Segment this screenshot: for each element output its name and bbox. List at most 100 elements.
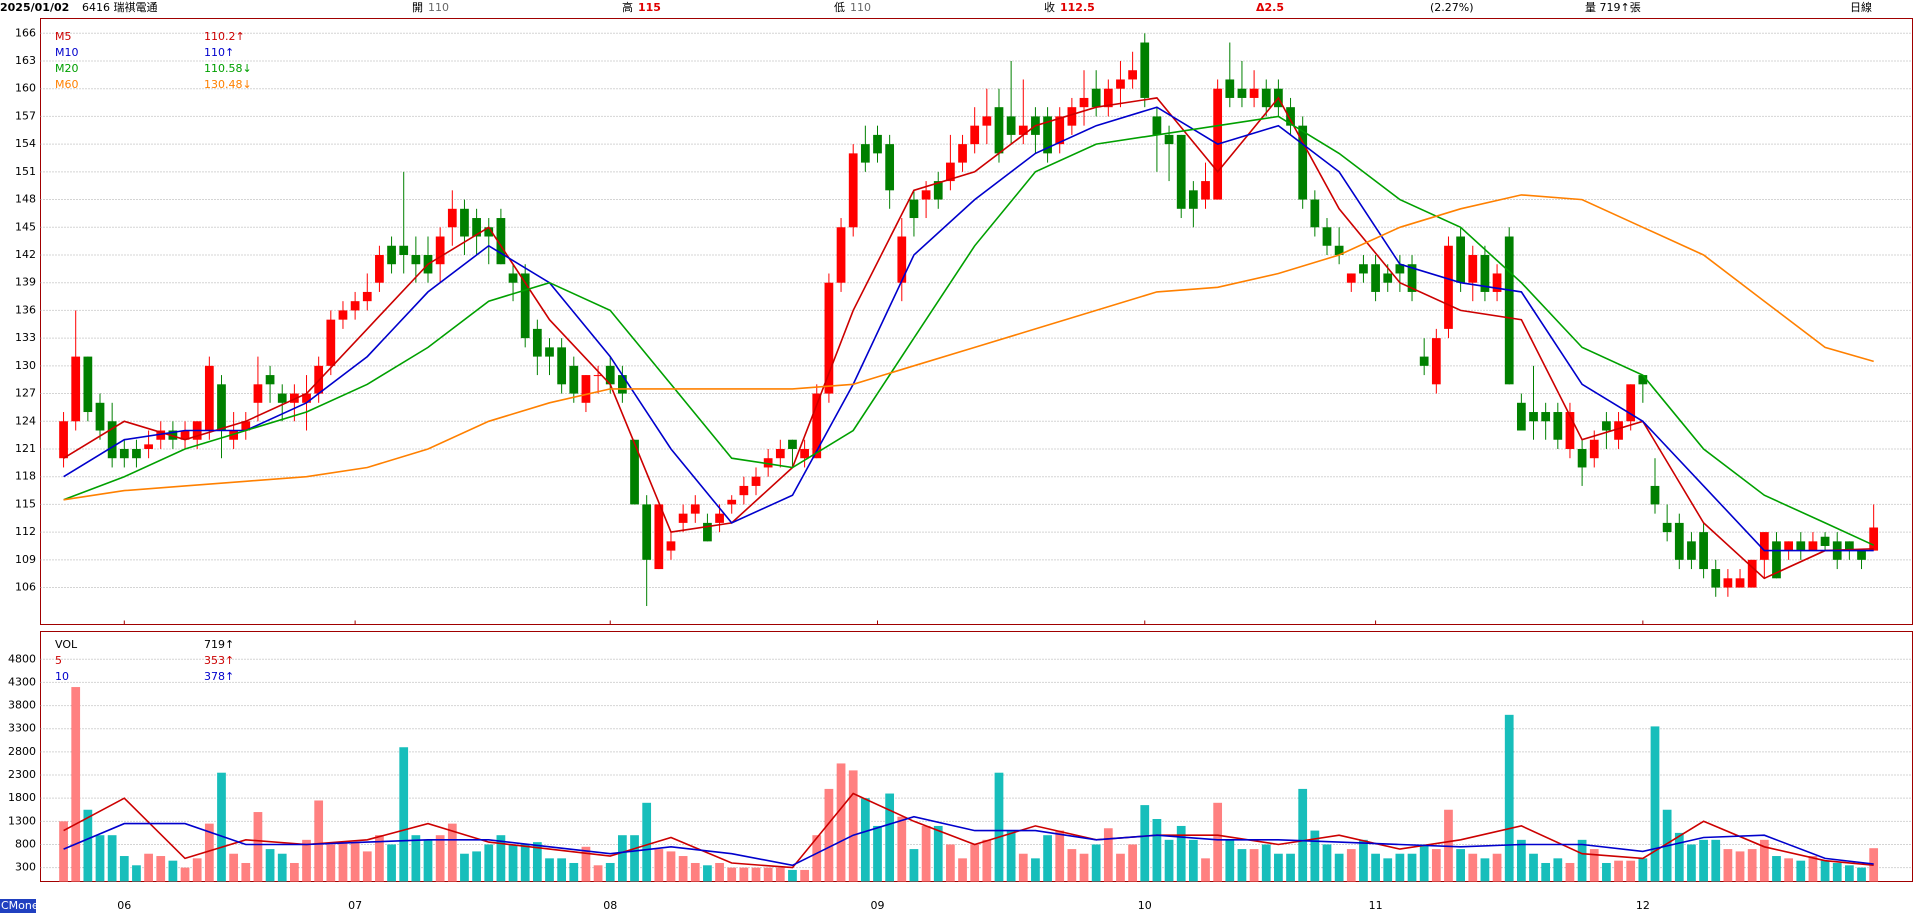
volume-bar: [156, 856, 166, 882]
candle-body: [678, 513, 688, 523]
volume-bar: [1103, 828, 1113, 882]
volume-bar: [1176, 825, 1186, 882]
candle-body: [1006, 116, 1016, 135]
volume-bar: [1274, 853, 1283, 882]
volume-bar: [763, 867, 773, 882]
period: 日線: [1850, 0, 1872, 14]
candle-body: [180, 430, 190, 440]
date: 2025/01/02: [0, 1, 69, 14]
candle-body: [1018, 125, 1028, 135]
candle-body: [581, 375, 591, 403]
volume-bar: [1772, 856, 1781, 882]
price-frame: [40, 18, 1913, 625]
volume-bar: [788, 869, 797, 882]
candle-body: [83, 356, 93, 413]
volume-bar: [460, 853, 469, 882]
volume-bar: [1383, 858, 1393, 882]
candle-body: [1796, 541, 1806, 551]
legend-value: 110↑: [204, 46, 234, 59]
candle-body: [982, 116, 992, 126]
candle-body: [763, 458, 773, 468]
volume-bar: [484, 844, 494, 882]
candle-body: [1577, 448, 1587, 468]
candle-body: [132, 448, 141, 459]
candle-body: [532, 328, 542, 357]
close-label: 收: [1044, 0, 1055, 14]
high: 115: [638, 1, 661, 14]
candle-body: [1103, 88, 1113, 108]
volume-bar: [253, 812, 263, 882]
candle-body: [95, 402, 105, 431]
x-tick-label: 06: [117, 899, 131, 912]
candle-body: [933, 181, 943, 200]
candle-body: [1298, 125, 1308, 200]
volume-bar: [472, 851, 481, 882]
candle-body: [1529, 412, 1538, 422]
candle-body: [824, 282, 834, 394]
candle-body: [788, 439, 797, 449]
volume-bar: [1395, 853, 1405, 882]
volume-bar: [1699, 839, 1708, 882]
volume-bar: [1747, 849, 1757, 882]
volume-bar: [1857, 867, 1866, 882]
legend-value: 353↑: [204, 654, 234, 667]
candle-body: [1735, 578, 1745, 588]
candle-body: [751, 476, 761, 486]
volume-bar: [1468, 853, 1478, 882]
candle-body: [545, 347, 554, 357]
volume-bar: [1589, 849, 1599, 882]
vol-tick-label: 1800: [8, 791, 36, 804]
volume-bar: [1249, 849, 1259, 882]
candle-body: [217, 384, 226, 431]
candle-body: [727, 499, 737, 505]
candle-body: [1626, 384, 1636, 422]
x-tick-label: 10: [1138, 899, 1152, 912]
volume-bar: [715, 862, 724, 882]
y-tick-label: 106: [15, 581, 36, 594]
candle-body: [1371, 264, 1380, 292]
candle-body: [508, 273, 518, 283]
candle-body: [1589, 439, 1599, 459]
y-tick-label: 112: [15, 525, 36, 538]
candle-body: [229, 430, 239, 440]
ma-line: [63, 115, 1875, 546]
volume-bar: [1018, 853, 1028, 882]
y-tick-label: 166: [15, 26, 36, 39]
volume-bar: [1577, 839, 1587, 882]
y-tick-label: 154: [15, 137, 36, 150]
candle-body: [642, 504, 652, 560]
y-tick-label: 109: [15, 553, 36, 566]
open-label: 開: [412, 1, 423, 14]
candle-body: [1565, 412, 1575, 449]
candle-body: [1249, 88, 1259, 98]
y-tick-label: 133: [15, 331, 36, 344]
vol-tick-label: 2300: [8, 768, 36, 781]
x-tick-label: 11: [1369, 899, 1383, 912]
volume-bar: [618, 835, 627, 882]
legend-value: 130.48↓: [204, 78, 252, 91]
volume-bar: [666, 851, 676, 882]
volume-bar: [994, 772, 1004, 882]
candle-body: [277, 393, 287, 403]
candle-body: [326, 319, 336, 366]
volume-bar: [1067, 849, 1077, 882]
candle-body: [836, 227, 846, 283]
candle-body: [1687, 541, 1696, 560]
change: Δ2.5: [1256, 1, 1284, 14]
candle-body: [265, 375, 275, 385]
candle-body: [241, 421, 251, 431]
candle-body: [1857, 550, 1866, 560]
y-tick-label: 148: [15, 193, 36, 206]
volume-bar: [1808, 856, 1818, 882]
volume-bar: [775, 867, 785, 882]
candle-body: [1359, 264, 1368, 274]
volume-bar: [848, 770, 858, 882]
volume-bar: [1091, 844, 1101, 882]
candle-body: [1140, 42, 1150, 98]
volume-bar: [326, 844, 336, 882]
y-tick-label: 157: [15, 109, 36, 122]
candle-body: [520, 273, 530, 339]
volume-info: 量 719↑張: [1585, 1, 1641, 14]
volume-bar: [1723, 849, 1733, 882]
